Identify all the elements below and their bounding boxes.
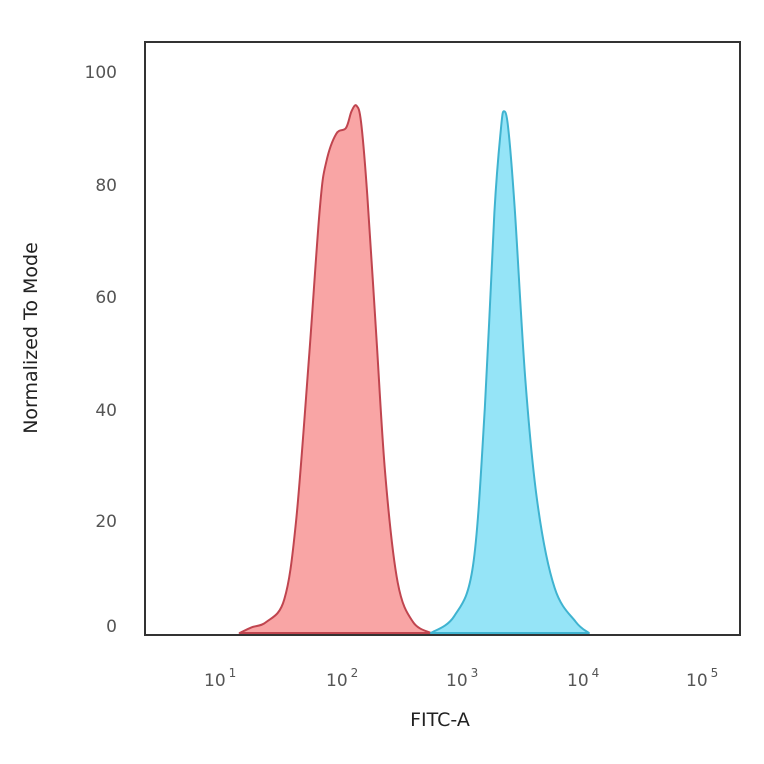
- x-tick-label: 10 1: [204, 666, 236, 691]
- series-layer: [238, 104, 590, 634]
- x-tick-label: 10 3: [446, 666, 478, 691]
- y-tick-label: 80: [95, 176, 117, 196]
- y-axis-title: Normalized To Mode: [20, 242, 42, 434]
- y-tick-label: 20: [95, 512, 117, 532]
- x-axis-title: FITC-A: [410, 709, 470, 731]
- x-tick-label: 10 4: [567, 666, 599, 691]
- y-tick-label: 40: [95, 401, 117, 421]
- x-axis-ticks: 10 1 10 2 10 3 10 4 10 5: [204, 666, 718, 691]
- x-tick-label: 10 5: [686, 666, 718, 691]
- y-axis-ticks: 0 20 40 60 80 100: [85, 63, 117, 637]
- red-histogram-series: [238, 104, 432, 634]
- y-tick-label: 0: [106, 617, 117, 637]
- y-tick-label: 60: [95, 288, 117, 308]
- plot-frame: [144, 41, 741, 636]
- blue-histogram-series: [429, 110, 590, 634]
- y-tick-label: 100: [85, 63, 117, 83]
- x-tick-label: 10 2: [326, 666, 358, 691]
